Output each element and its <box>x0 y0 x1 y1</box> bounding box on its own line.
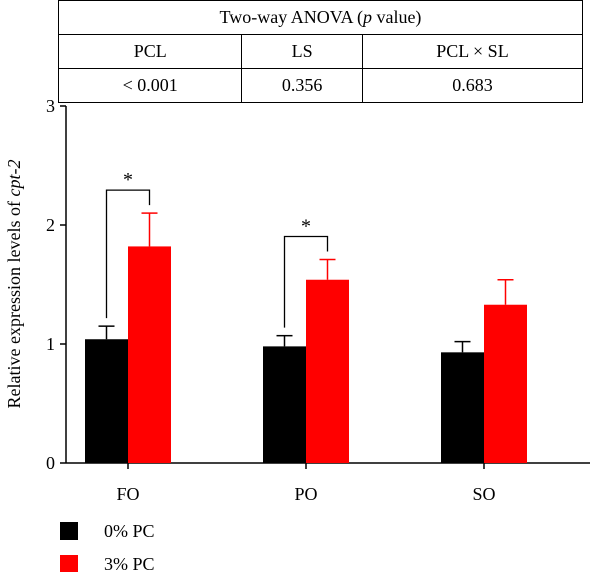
anova-header-pcl: PCL <box>57 34 243 69</box>
y-axis-label-prefix: Relative expression levels of <box>4 197 24 409</box>
legend-label: 3% PC <box>104 554 155 572</box>
anova-value-pcl: < 0.001 <box>57 68 243 103</box>
anova-title-prefix: Two-way ANOVA ( <box>219 7 363 27</box>
bar <box>306 279 349 463</box>
significance-label: * <box>123 169 133 191</box>
anova-header-row: PCL LS PCL × SL <box>57 34 584 69</box>
anova-title-row: Two-way ANOVA (p value) <box>58 0 583 35</box>
y-tick-label: 0 <box>46 453 55 473</box>
anova-title: Two-way ANOVA (p value) <box>58 0 583 35</box>
anova-header-interaction: PCL × SL <box>361 34 584 69</box>
significance-label: * <box>301 216 311 238</box>
significance-bracket <box>105 189 151 319</box>
anova-title-italic: p <box>362 7 372 27</box>
bar <box>85 339 128 463</box>
anova-title-suffix: value) <box>371 7 422 27</box>
anova-value-ls: 0.356 <box>241 68 363 103</box>
y-axis-label: Relative expression levels of cpt-2 <box>4 160 24 409</box>
legend-swatch <box>60 555 78 572</box>
bar <box>441 352 484 463</box>
legend-label: 0% PC <box>104 521 155 541</box>
x-tick-label: FO <box>116 484 139 504</box>
y-tick-label: 3 <box>46 96 55 116</box>
legend-swatch <box>60 522 78 540</box>
significance-bracket <box>283 235 329 328</box>
y-tick-label: 1 <box>46 334 55 354</box>
x-tick-label: PO <box>294 484 317 504</box>
bar <box>128 246 171 463</box>
anova-value-row: < 0.001 0.356 0.683 <box>57 68 584 103</box>
bar <box>484 304 527 463</box>
y-axis-label-italic: cpt-2 <box>4 160 24 197</box>
x-tick-label: SO <box>472 484 495 504</box>
y-tick-label: 2 <box>46 215 55 235</box>
anova-table: Two-way ANOVA (p value) PCL LS PCL × SL … <box>57 0 584 103</box>
bar <box>263 346 306 463</box>
anova-value-interaction: 0.683 <box>361 68 584 103</box>
